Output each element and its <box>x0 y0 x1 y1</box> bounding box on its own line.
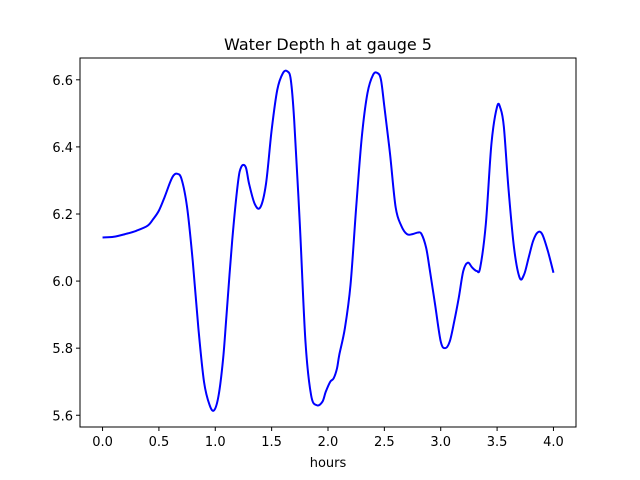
x-tick-label: 2.5 <box>374 435 395 450</box>
y-tick-label: 6.0 <box>52 275 73 290</box>
chart-title: Water Depth h at gauge 5 <box>224 35 432 54</box>
y-tick-label: 5.6 <box>52 409 73 424</box>
x-tick-label: 0.0 <box>92 435 113 450</box>
plot-area <box>102 69 555 412</box>
x-axis: 0.0 0.5 1.0 1.5 2.0 2.5 3.0 3.5 4.0 <box>92 427 564 450</box>
x-tick-label: 4.0 <box>543 435 564 450</box>
x-tick-label: 3.0 <box>430 435 451 450</box>
y-tick-label: 6.2 <box>52 208 73 223</box>
x-axis-label: hours <box>310 456 347 471</box>
y-tick-label: 6.6 <box>52 74 73 89</box>
x-tick-label: 1.5 <box>261 435 282 450</box>
y-axis: 5.6 5.8 6.0 6.2 6.4 6.6 <box>52 74 80 424</box>
x-tick-label: 3.5 <box>487 435 508 450</box>
x-tick-label: 1.0 <box>205 435 226 450</box>
y-tick-label: 5.8 <box>52 342 73 357</box>
x-tick-label: 0.5 <box>149 435 170 450</box>
y-tick-label: 6.4 <box>52 141 73 156</box>
water-depth-series-line <box>102 69 555 412</box>
x-tick-label: 2.0 <box>318 435 339 450</box>
